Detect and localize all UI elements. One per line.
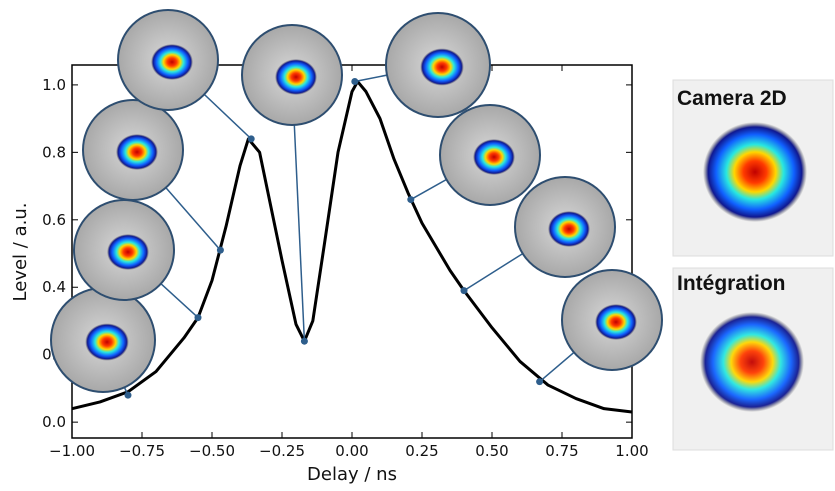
data-point (247, 135, 255, 143)
x-tick-label: −0.50 (189, 442, 235, 460)
data-point (216, 246, 224, 254)
data-point (460, 287, 468, 295)
inset-beam (473, 139, 515, 175)
y-tick-label: 0.6 (42, 211, 66, 229)
data-point (407, 196, 415, 204)
data-point (194, 314, 202, 322)
curve (71, 80, 633, 414)
y-tick-label: 0.8 (42, 143, 66, 161)
x-tick-label: −1.00 (49, 442, 95, 460)
data-point (536, 378, 544, 386)
data-point (300, 337, 308, 345)
x-tick-label: −0.25 (259, 442, 305, 460)
y-tick-label: 0.4 (42, 278, 66, 296)
inset-beam (275, 59, 317, 95)
y-tick-label: 1.0 (42, 76, 66, 94)
inset-beam (595, 304, 637, 340)
x-tick-label: 0.25 (405, 442, 438, 460)
x-tick-label: 0.75 (545, 442, 578, 460)
y-tick-label: 0.0 (42, 413, 66, 431)
panel-title: Camera 2D (677, 87, 787, 110)
inset-beam (420, 48, 464, 86)
data-point (124, 391, 132, 399)
inset-beam (116, 134, 158, 170)
data-point (351, 78, 359, 86)
inset-beam (85, 323, 129, 361)
x-tick-label: −0.75 (119, 442, 165, 460)
inset-beam (151, 44, 193, 80)
panel-title: Intégration (677, 272, 786, 295)
inset-beam (107, 234, 149, 270)
panel-image (700, 312, 804, 412)
x-axis-label: Delay / ns (307, 464, 397, 485)
panel-image (703, 122, 807, 222)
y-axis-label: Level / a.u. (10, 203, 31, 302)
x-tick-label: 0.00 (335, 442, 368, 460)
inset-beam (548, 211, 590, 247)
side-panels: Camera 2D Intégration (672, 79, 834, 451)
x-tick-label: 0.50 (475, 442, 508, 460)
x-tick-label: 1.00 (615, 442, 648, 460)
